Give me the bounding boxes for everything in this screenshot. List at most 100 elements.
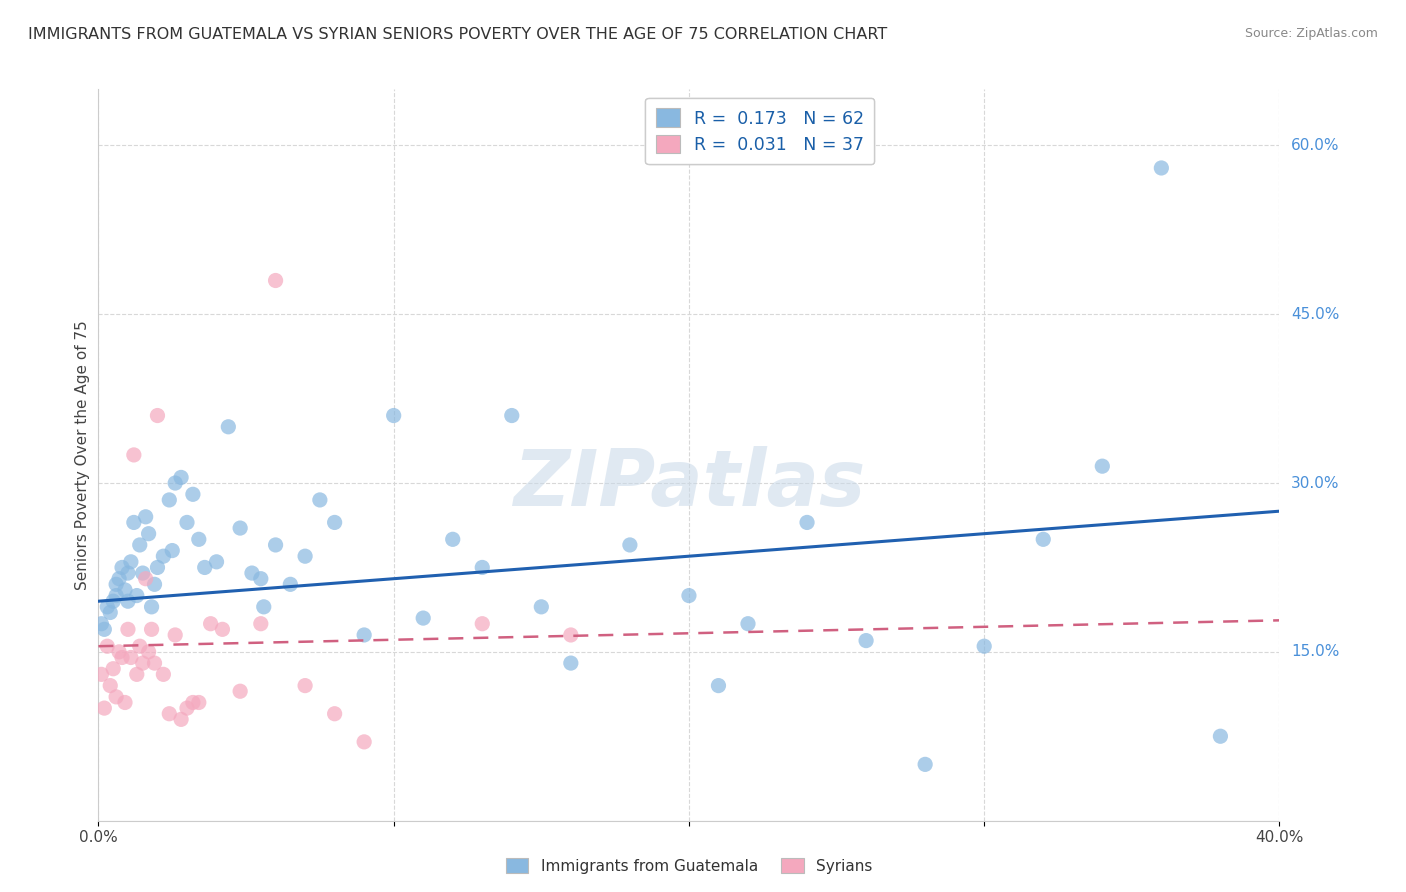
Point — [120, 555, 142, 569]
Point — [138, 526, 160, 541]
Point — [278, 577, 302, 591]
Point — [382, 409, 405, 423]
Point — [146, 409, 169, 423]
Point — [294, 679, 316, 693]
Text: 45.0%: 45.0% — [1291, 307, 1340, 322]
Point — [441, 533, 464, 547]
Point — [135, 509, 157, 524]
Point — [170, 712, 193, 726]
Point — [117, 594, 139, 608]
Point — [211, 623, 233, 637]
Point — [205, 555, 228, 569]
Point — [132, 656, 155, 670]
Point — [152, 667, 174, 681]
Point — [138, 645, 160, 659]
Legend: R =  0.173   N = 62, R =  0.031   N = 37: R = 0.173 N = 62, R = 0.031 N = 37 — [645, 98, 875, 164]
Point — [125, 667, 148, 681]
Point — [98, 679, 121, 693]
Point — [187, 696, 209, 710]
Point — [353, 628, 375, 642]
Point — [128, 639, 150, 653]
Point — [560, 628, 582, 642]
Point — [501, 409, 523, 423]
Point — [122, 516, 145, 530]
Point — [294, 549, 316, 564]
Point — [253, 599, 276, 614]
Point — [162, 543, 183, 558]
Point — [176, 701, 198, 715]
Point — [111, 650, 134, 665]
Text: IMMIGRANTS FROM GUATEMALA VS SYRIAN SENIORS POVERTY OVER THE AGE OF 75 CORRELATI: IMMIGRANTS FROM GUATEMALA VS SYRIAN SENI… — [28, 27, 887, 42]
Point — [1032, 533, 1054, 547]
Point — [471, 560, 494, 574]
Point — [152, 549, 174, 564]
Point — [90, 616, 112, 631]
Point — [108, 645, 131, 659]
Point — [240, 566, 263, 580]
Point — [120, 650, 142, 665]
Point — [264, 273, 287, 287]
Point — [96, 639, 118, 653]
Point — [103, 594, 125, 608]
Point — [93, 701, 115, 715]
Point — [111, 560, 134, 574]
Point — [217, 419, 239, 434]
Point — [181, 487, 204, 501]
Point — [135, 572, 157, 586]
Point — [200, 616, 222, 631]
Legend: Immigrants from Guatemala, Syrians: Immigrants from Guatemala, Syrians — [499, 852, 879, 880]
Point — [187, 533, 209, 547]
Text: 15.0%: 15.0% — [1291, 644, 1340, 659]
Point — [176, 516, 198, 530]
Point — [323, 516, 346, 530]
Point — [98, 606, 121, 620]
Point — [229, 521, 252, 535]
Point — [114, 582, 136, 597]
Point — [914, 757, 936, 772]
Point — [157, 492, 180, 507]
Point — [194, 560, 217, 574]
Point — [170, 470, 193, 484]
Point — [165, 628, 187, 642]
Point — [132, 566, 155, 580]
Text: 30.0%: 30.0% — [1291, 475, 1340, 491]
Point — [114, 696, 136, 710]
Text: ZIPatlas: ZIPatlas — [513, 446, 865, 522]
Point — [229, 684, 252, 698]
Point — [143, 656, 166, 670]
Point — [353, 735, 375, 749]
Point — [90, 667, 112, 681]
Point — [309, 492, 332, 507]
Point — [143, 577, 166, 591]
Point — [141, 599, 163, 614]
Point — [117, 566, 139, 580]
Point — [264, 538, 287, 552]
Point — [855, 633, 877, 648]
Point — [973, 639, 995, 653]
Point — [560, 656, 582, 670]
Point — [323, 706, 346, 721]
Point — [530, 599, 553, 614]
Point — [412, 611, 434, 625]
Point — [122, 448, 145, 462]
Point — [707, 679, 730, 693]
Point — [128, 538, 150, 552]
Point — [796, 516, 818, 530]
Point — [1091, 459, 1114, 474]
Point — [105, 589, 128, 603]
Point — [471, 616, 494, 631]
Point — [103, 662, 125, 676]
Point — [619, 538, 641, 552]
Point — [96, 599, 118, 614]
Point — [181, 696, 204, 710]
Point — [105, 577, 128, 591]
Point — [146, 560, 169, 574]
Text: 60.0%: 60.0% — [1291, 138, 1340, 153]
Point — [250, 616, 273, 631]
Point — [1209, 729, 1232, 743]
Point — [125, 589, 148, 603]
Point — [141, 623, 163, 637]
Point — [1150, 161, 1173, 175]
Point — [678, 589, 700, 603]
Point — [737, 616, 759, 631]
